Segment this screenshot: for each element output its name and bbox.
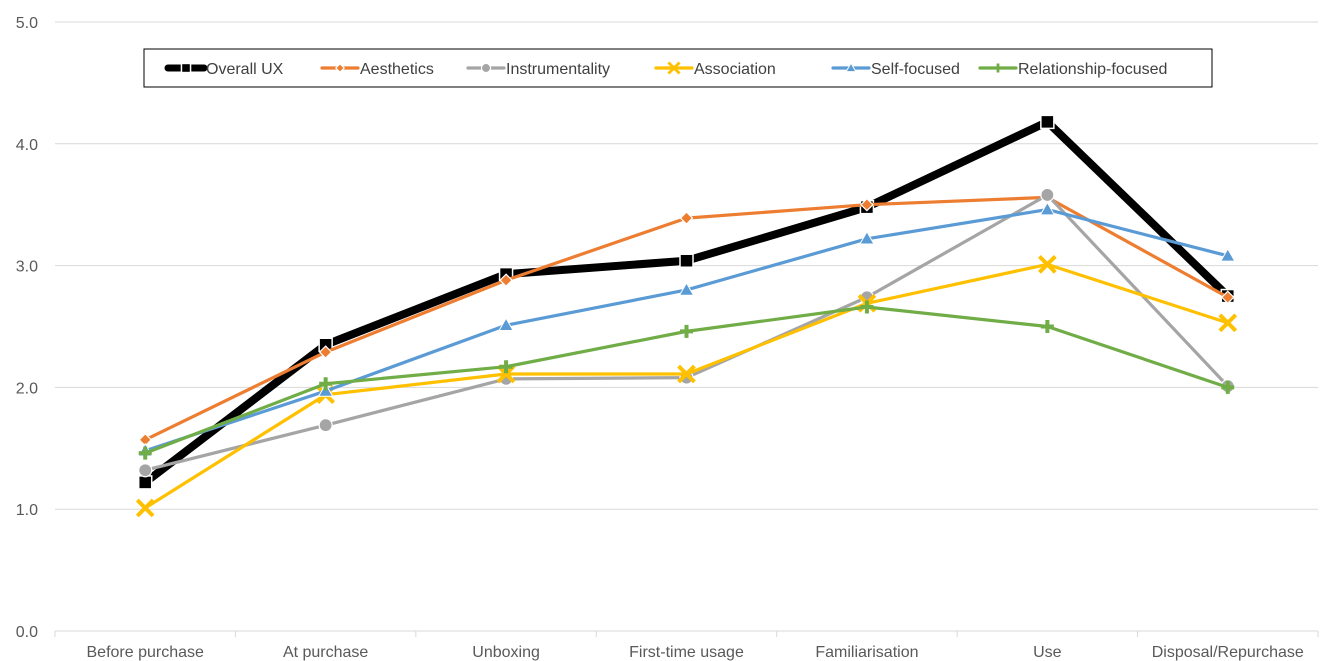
x-tick-label: Before purchase	[87, 644, 205, 661]
y-tick-label: 0.0	[16, 624, 38, 641]
data-point	[137, 475, 153, 490]
legend-label: Self-focused	[871, 61, 960, 78]
data-point	[499, 360, 513, 374]
legend-marker	[334, 62, 346, 74]
legend-marker	[993, 63, 1003, 73]
data-point	[498, 317, 514, 332]
legend-item: Relationship-focused	[978, 61, 1167, 78]
legend-item: Self-focused	[831, 61, 960, 78]
data-point	[1219, 247, 1236, 262]
data-point	[680, 324, 693, 338]
x-tick-label: Use	[1033, 644, 1062, 661]
series-relationship-focused	[138, 300, 1235, 460]
data-point	[319, 377, 333, 391]
x-tick-label: Disposal/Repurchase	[1152, 644, 1304, 661]
data-point	[859, 230, 875, 245]
data-point	[138, 463, 153, 478]
series-line	[143, 195, 1230, 442]
series-layer	[135, 114, 1238, 518]
legend-item: Aesthetics	[320, 61, 434, 78]
series-line	[143, 262, 1230, 510]
axes: 0.0 1.0 2.0 3.0 4.0 5.0 Before purchase At purc…	[16, 15, 1319, 661]
legend-label: Association	[694, 61, 776, 78]
legend-label: Instrumentality	[506, 61, 610, 78]
y-tick-label: 2.0	[16, 380, 38, 397]
data-point	[1039, 201, 1056, 216]
data-point	[1038, 255, 1057, 274]
data-point	[318, 418, 333, 433]
data-point	[1220, 290, 1235, 305]
x-tick-label: Unboxing	[472, 644, 540, 661]
series-self-focused	[137, 201, 1236, 457]
data-point	[1040, 114, 1055, 130]
data-point	[135, 498, 155, 518]
data-point	[860, 197, 874, 212]
data-point	[678, 281, 695, 296]
data-point	[1221, 380, 1235, 394]
legend: Overall UX Aesthetics Instrumentality Assoc…	[143, 48, 1213, 88]
y-tick-label: 4.0	[16, 137, 38, 154]
legend-label: Overall UX	[206, 61, 284, 78]
legend-item: Overall UX	[164, 61, 284, 78]
legend-label: Relationship-focused	[1018, 61, 1167, 78]
x-tick-label: Familiarisation	[815, 644, 918, 661]
data-point	[318, 345, 333, 359]
y-tick-label: 3.0	[16, 259, 38, 276]
x-tick-label: At purchase	[283, 644, 368, 661]
legend-item: Instrumentality	[466, 61, 610, 78]
data-point	[677, 364, 696, 384]
data-point	[496, 364, 516, 384]
legend-marker	[180, 62, 192, 74]
data-point	[1040, 320, 1054, 333]
data-point	[860, 300, 874, 314]
legend-marker	[480, 62, 492, 74]
y-tick-label: 1.0	[16, 502, 38, 519]
data-point	[679, 211, 694, 225]
series-association	[135, 255, 1238, 518]
legend-marker	[667, 61, 681, 75]
series-overall-ux	[137, 114, 1236, 490]
data-point	[1040, 187, 1055, 203]
x-tick-label: First-time usage	[629, 644, 744, 661]
legend-item: Association	[654, 61, 776, 78]
data-point	[138, 446, 152, 460]
data-point	[679, 253, 694, 268]
legend-label: Aesthetics	[360, 61, 434, 78]
y-tick-label: 5.0	[16, 15, 38, 32]
data-point	[1218, 313, 1238, 333]
data-point	[499, 273, 513, 288]
legend-marker	[845, 62, 857, 73]
